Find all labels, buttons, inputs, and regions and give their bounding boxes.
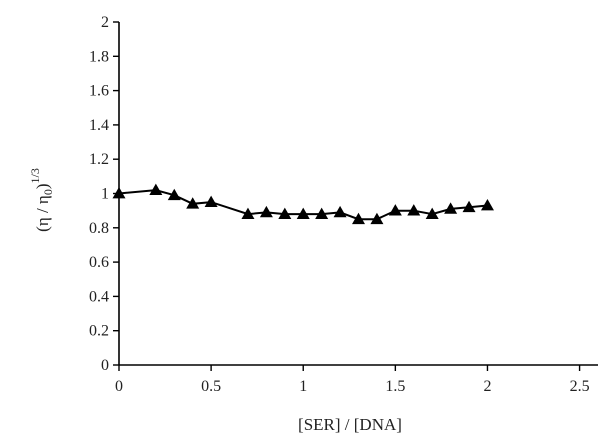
- x-tick-label: 1: [299, 378, 307, 395]
- x-tick-label: 2: [483, 378, 491, 395]
- data-point-marker: [241, 207, 255, 219]
- data-point-marker: [480, 199, 494, 211]
- data-point-marker: [333, 205, 347, 218]
- data-point-marker: [315, 207, 329, 219]
- data-point-marker: [370, 212, 384, 225]
- data-point-marker: [444, 202, 458, 214]
- y-tick-label: 0.8: [89, 220, 109, 237]
- data-point-marker: [278, 207, 292, 219]
- x-tick-label: 0.5: [201, 378, 221, 395]
- x-tick-label: 2.5: [570, 378, 590, 395]
- data-point-marker: [425, 207, 439, 219]
- data-point-marker: [259, 205, 273, 218]
- y-tick-label: 0.4: [89, 288, 109, 305]
- data-point-marker: [388, 204, 402, 216]
- y-tick-label: 0: [101, 357, 109, 374]
- y-tick-label: 1.6: [89, 83, 109, 100]
- y-axis-label-subscript: 0: [41, 189, 55, 195]
- y-tick-label: 0.6: [89, 254, 109, 271]
- y-axis-label-superscript: 1/3: [28, 168, 42, 183]
- y-axis: 0 0.2 0.4 0.6 0.8 1 1.2 1.4 1.6 1.8 2: [89, 14, 120, 374]
- data-point-marker: [462, 200, 476, 213]
- y-tick-label: 0.2: [89, 323, 109, 340]
- data-point-marker: [407, 204, 421, 216]
- y-tick-label: 2: [101, 14, 109, 31]
- y-tick-label: 1.8: [89, 48, 109, 65]
- data-point-marker: [149, 183, 163, 195]
- data-point-marker: [204, 195, 218, 207]
- data-point-marker: [186, 197, 200, 209]
- y-axis-label-close: ): [33, 184, 52, 190]
- series: [112, 183, 494, 225]
- data-point-marker: [352, 212, 365, 225]
- x-axis: 0 0.5 1 1.5 2 2.5: [115, 364, 598, 395]
- data-point-marker: [296, 207, 310, 219]
- y-axis-label: (η / η0)1/3: [28, 168, 55, 232]
- y-tick-label: 1.4: [89, 117, 109, 134]
- y-tick-label: 1: [101, 186, 109, 203]
- data-point-marker: [167, 188, 181, 201]
- x-tick-label: 1.5: [385, 378, 405, 395]
- x-tick-label: 0: [115, 378, 123, 395]
- y-axis-label-base: (η / η: [33, 195, 52, 232]
- data-point-marker: [112, 187, 126, 199]
- x-axis-label: [SER] / [DNA]: [298, 415, 402, 434]
- y-tick-label: 1.2: [89, 151, 109, 168]
